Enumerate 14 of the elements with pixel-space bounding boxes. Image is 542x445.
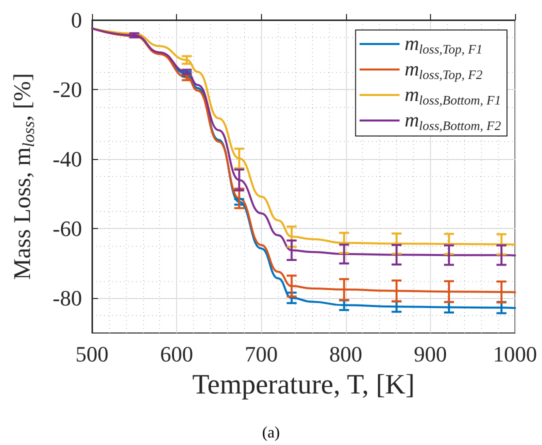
y-tick-label: -80: [52, 286, 82, 311]
y-tick-label: -40: [52, 146, 82, 172]
x-tick-label: 1000: [493, 342, 537, 366]
x-tick-label: 900: [414, 342, 447, 366]
y-tick-label: -60: [52, 216, 82, 242]
x-tick-label: 700: [244, 342, 278, 366]
y-axis-title: Mass Loss, mloss, [%]: [10, 73, 38, 280]
x-tick-label: 500: [76, 342, 108, 366]
x-tick-label: 600: [160, 342, 194, 366]
y-tick-label: 0: [71, 8, 82, 32]
x-axis-title: Temperature, T, [K]: [192, 370, 415, 400]
x-tick-label: 800: [329, 342, 362, 366]
text: (a): [262, 424, 280, 442]
y-tick-label: -20: [52, 77, 82, 102]
